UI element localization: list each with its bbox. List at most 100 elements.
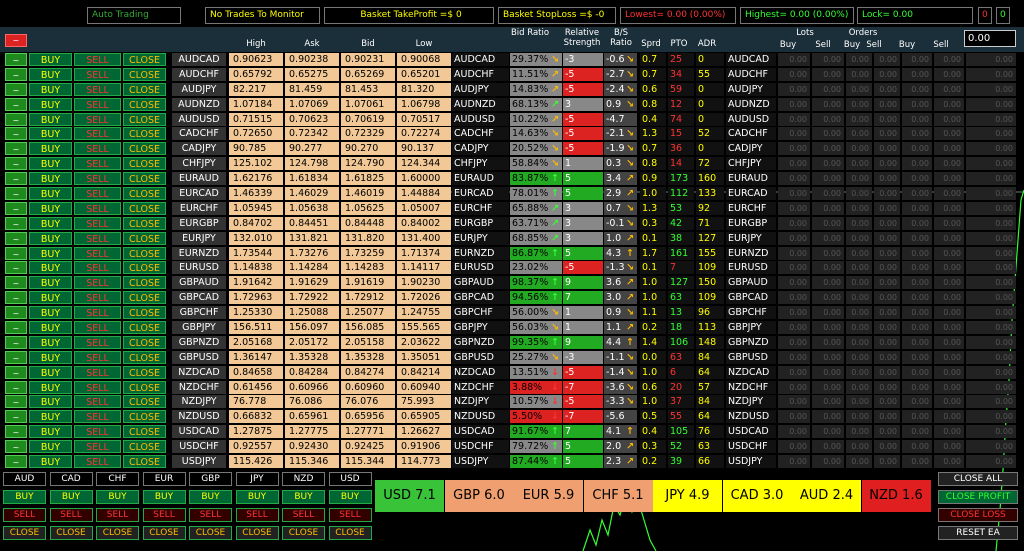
row-toggle-button[interactable]: ~ — [5, 246, 27, 260]
pair-symbol[interactable]: GBPAUD — [172, 276, 226, 290]
row-toggle-button[interactable]: ~ — [5, 112, 27, 126]
pair-symbol[interactable]: NZDUSD — [172, 410, 226, 424]
sell-button[interactable]: SELL — [74, 440, 121, 454]
row-toggle-button[interactable]: ~ — [5, 291, 27, 305]
pair-symbol[interactable]: EURJPY — [172, 231, 226, 245]
currency-sell-button[interactable]: SELL — [142, 508, 186, 522]
pair-symbol[interactable]: GBPUSD — [172, 350, 226, 364]
toggle-all-button[interactable]: ~ — [5, 34, 27, 47]
buy-button[interactable]: BUY — [29, 440, 72, 454]
row-toggle-button[interactable]: ~ — [5, 365, 27, 379]
auto-trading-indicator[interactable]: Auto Trading — [87, 7, 181, 24]
buy-button[interactable]: BUY — [29, 321, 72, 335]
buy-button[interactable]: BUY — [29, 142, 72, 156]
close-button[interactable]: CLOSE — [123, 201, 166, 215]
currency-buy-button[interactable]: BUY — [328, 490, 372, 504]
currency-close-button[interactable]: CLOSE — [282, 526, 325, 540]
sell-button[interactable]: SELL — [74, 276, 121, 290]
pair-symbol[interactable]: AUDCAD — [172, 53, 226, 66]
currency-buy-button[interactable]: BUY — [3, 490, 46, 504]
currency-sell-button[interactable]: SELL — [3, 508, 46, 522]
sell-button[interactable]: SELL — [74, 246, 121, 260]
sell-button[interactable]: SELL — [74, 306, 121, 320]
pair-symbol[interactable]: CADCHF — [172, 127, 226, 141]
currency-label-aud[interactable]: AUD — [3, 472, 46, 486]
pair-symbol[interactable]: AUDJPY — [172, 82, 226, 96]
sell-button[interactable]: SELL — [74, 261, 121, 275]
currency-close-button[interactable]: CLOSE — [96, 526, 139, 540]
row-toggle-button[interactable]: ~ — [5, 261, 27, 275]
pair-symbol[interactable]: AUDCHF — [172, 67, 226, 81]
buy-button[interactable]: BUY — [29, 127, 72, 141]
currency-label-usd[interactable]: USD — [328, 472, 372, 486]
currency-buy-button[interactable]: BUY — [189, 490, 232, 504]
currency-buy-button[interactable]: BUY — [96, 490, 139, 504]
pair-symbol[interactable]: AUDNZD — [172, 97, 226, 111]
close-button[interactable]: CLOSE — [123, 261, 166, 275]
close-button[interactable]: CLOSE — [123, 306, 166, 320]
currency-buy-button[interactable]: BUY — [49, 490, 93, 504]
row-toggle-button[interactable]: ~ — [5, 440, 27, 454]
close-button[interactable]: CLOSE — [123, 276, 166, 290]
pair-symbol[interactable]: NZDCAD — [172, 365, 226, 379]
close-all-button[interactable]: CLOSE ALL — [938, 472, 1018, 486]
sell-button[interactable]: SELL — [74, 82, 121, 96]
sell-button[interactable]: SELL — [74, 410, 121, 424]
close-profit-button[interactable]: CLOSE PROFIT — [938, 490, 1018, 504]
sell-button[interactable]: SELL — [74, 380, 121, 394]
buy-button[interactable]: BUY — [29, 425, 72, 439]
currency-label-eur[interactable]: EUR — [142, 472, 186, 486]
currency-label-cad[interactable]: CAD — [49, 472, 93, 486]
row-toggle-button[interactable]: ~ — [5, 231, 27, 245]
buy-button[interactable]: BUY — [29, 276, 72, 290]
currency-sell-button[interactable]: SELL — [96, 508, 139, 522]
buy-button[interactable]: BUY — [29, 455, 72, 469]
buy-button[interactable]: BUY — [29, 157, 72, 171]
close-loss-button[interactable]: CLOSE LOSS — [938, 508, 1018, 522]
buy-button[interactable]: BUY — [29, 67, 72, 81]
close-button[interactable]: CLOSE — [123, 142, 166, 156]
sell-button[interactable]: SELL — [74, 216, 121, 230]
pair-symbol[interactable]: CADJPY — [172, 142, 226, 156]
currency-close-button[interactable]: CLOSE — [235, 526, 279, 540]
close-button[interactable]: CLOSE — [123, 112, 166, 126]
pair-symbol[interactable]: USDCAD — [172, 425, 226, 439]
currency-close-button[interactable]: CLOSE — [142, 526, 186, 540]
row-toggle-button[interactable]: ~ — [5, 216, 27, 230]
pair-symbol[interactable]: GBPCHF — [172, 306, 226, 320]
close-button[interactable]: CLOSE — [123, 350, 166, 364]
row-toggle-button[interactable]: ~ — [5, 350, 27, 364]
close-button[interactable]: CLOSE — [123, 216, 166, 230]
buy-button[interactable]: BUY — [29, 97, 72, 111]
currency-sell-button[interactable]: SELL — [49, 508, 93, 522]
pair-symbol[interactable]: EURNZD — [172, 246, 226, 260]
buy-button[interactable]: BUY — [29, 112, 72, 126]
pair-symbol[interactable]: USDCHF — [172, 440, 226, 454]
close-button[interactable]: CLOSE — [123, 291, 166, 305]
buy-button[interactable]: BUY — [29, 216, 72, 230]
buy-button[interactable]: BUY — [29, 350, 72, 364]
currency-sell-button[interactable]: SELL — [282, 508, 325, 522]
sell-button[interactable]: SELL — [74, 455, 121, 469]
close-button[interactable]: CLOSE — [123, 440, 166, 454]
row-toggle-button[interactable]: ~ — [5, 127, 27, 141]
sell-button[interactable]: SELL — [74, 142, 121, 156]
lot-size-input[interactable]: 0.00 — [964, 30, 1016, 47]
buy-button[interactable]: BUY — [29, 82, 72, 96]
pair-symbol[interactable]: EURUSD — [172, 261, 226, 275]
buy-button[interactable]: BUY — [29, 306, 72, 320]
currency-close-button[interactable]: CLOSE — [328, 526, 372, 540]
pair-symbol[interactable]: CHFJPY — [172, 157, 226, 171]
currency-label-nzd[interactable]: NZD — [282, 472, 325, 486]
close-button[interactable]: CLOSE — [123, 157, 166, 171]
buy-button[interactable]: BUY — [29, 53, 72, 66]
sell-button[interactable]: SELL — [74, 201, 121, 215]
row-toggle-button[interactable]: ~ — [5, 335, 27, 349]
sell-button[interactable]: SELL — [74, 231, 121, 245]
sell-button[interactable]: SELL — [74, 127, 121, 141]
close-button[interactable]: CLOSE — [123, 53, 166, 66]
close-button[interactable]: CLOSE — [123, 455, 166, 469]
row-toggle-button[interactable]: ~ — [5, 67, 27, 81]
row-toggle-button[interactable]: ~ — [5, 201, 27, 215]
currency-sell-button[interactable]: SELL — [328, 508, 372, 522]
